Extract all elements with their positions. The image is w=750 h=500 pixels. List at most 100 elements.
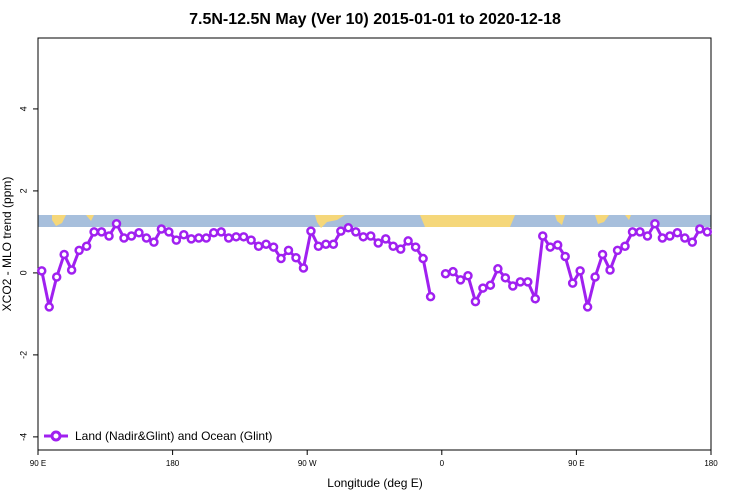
legend: Land (Nadir&Glint) and Ocean (Glint) <box>44 429 272 443</box>
data-point <box>343 223 354 233</box>
data-point <box>74 245 84 256</box>
data-point <box>51 272 62 282</box>
data-point <box>463 271 473 281</box>
data-point <box>612 245 623 256</box>
data-point <box>134 227 144 238</box>
data-point <box>238 232 249 242</box>
data-point <box>373 238 383 248</box>
data-point <box>388 241 398 252</box>
data-point <box>582 302 593 312</box>
data-point <box>306 226 316 236</box>
data-point <box>276 253 286 264</box>
data-point <box>478 283 488 293</box>
data-point <box>111 218 122 229</box>
data-point <box>403 236 413 246</box>
data-point <box>366 231 376 241</box>
data-point <box>650 218 660 229</box>
data-point <box>96 227 107 237</box>
x-tick-label: 180 <box>166 459 180 468</box>
data-point <box>313 241 324 252</box>
y-tick-label: 0 <box>18 270 28 275</box>
data-point <box>291 252 301 263</box>
data-point <box>66 265 77 275</box>
x-tick-label: 0 <box>440 459 445 468</box>
data-point <box>538 231 548 241</box>
data-point <box>418 253 428 264</box>
data-point <box>81 241 92 252</box>
x-tick-label: 90 E <box>30 459 46 468</box>
data-point <box>119 233 129 243</box>
data-point <box>104 231 114 241</box>
data-point <box>567 278 578 288</box>
data-point <box>268 242 279 252</box>
data-point <box>530 293 541 304</box>
y-axis-label: XCO2 - MLO trend (ppm) <box>0 177 14 312</box>
data-point <box>672 227 683 238</box>
data-point <box>164 227 174 237</box>
data-point <box>59 249 69 260</box>
data-point <box>141 233 152 243</box>
x-axis-label: Longitude (deg E) <box>327 476 422 490</box>
legend-label: Land (Nadir&Glint) and Ocean (Glint) <box>75 429 272 443</box>
data-point <box>560 251 570 262</box>
data-point <box>695 224 705 234</box>
data-point <box>605 265 615 275</box>
data-point <box>642 231 653 241</box>
data-point <box>657 233 668 243</box>
y-tick-label: 4 <box>18 106 28 111</box>
data-point <box>440 268 451 279</box>
data-point <box>552 240 563 250</box>
data-point <box>380 234 391 244</box>
data-point <box>328 239 339 249</box>
data-point <box>523 277 533 287</box>
data-point <box>470 296 481 307</box>
y-tick-label: 2 <box>18 188 28 193</box>
data-point <box>186 234 197 244</box>
data-point <box>253 241 264 252</box>
data-point <box>680 233 690 243</box>
data-point <box>216 227 226 237</box>
data-point <box>283 245 294 256</box>
data-point <box>36 266 47 276</box>
data-point <box>515 277 526 287</box>
chart-title: 7.5N-12.5N May (Ver 10) 2015-01-01 to 20… <box>189 11 561 28</box>
data-point <box>149 237 159 247</box>
y-tick-label: -4 <box>18 433 28 441</box>
data-point <box>425 291 436 302</box>
data-point <box>635 227 645 237</box>
data-point <box>545 242 555 252</box>
data-point <box>126 231 137 241</box>
data-point <box>500 273 511 283</box>
data-point <box>702 227 713 237</box>
data-point <box>627 227 638 237</box>
data-point <box>208 227 219 238</box>
data-point <box>620 241 630 252</box>
data-point <box>485 280 496 290</box>
data-point <box>455 275 466 285</box>
y-tick-label: -2 <box>18 351 28 359</box>
x-tick-label: 90 W <box>298 459 317 468</box>
data-point <box>687 237 698 247</box>
data-point <box>448 266 458 277</box>
data-point <box>665 231 675 241</box>
data-point <box>321 239 331 249</box>
data-point <box>89 227 99 237</box>
x-tick-label: 180 <box>704 459 718 468</box>
data-point <box>395 244 406 254</box>
data-point <box>358 232 369 242</box>
data-point <box>351 227 361 237</box>
data-point <box>44 302 54 312</box>
legend-marker <box>50 430 62 442</box>
data-point <box>575 266 585 276</box>
map-strip <box>38 215 711 228</box>
data-point <box>179 230 189 240</box>
plot-frame <box>37 37 712 451</box>
data-point <box>231 232 241 242</box>
data-point <box>246 235 256 245</box>
data-point <box>493 264 503 274</box>
data-point <box>298 263 309 273</box>
data-point <box>410 242 421 252</box>
data-point <box>223 233 234 243</box>
data-point <box>201 233 211 243</box>
